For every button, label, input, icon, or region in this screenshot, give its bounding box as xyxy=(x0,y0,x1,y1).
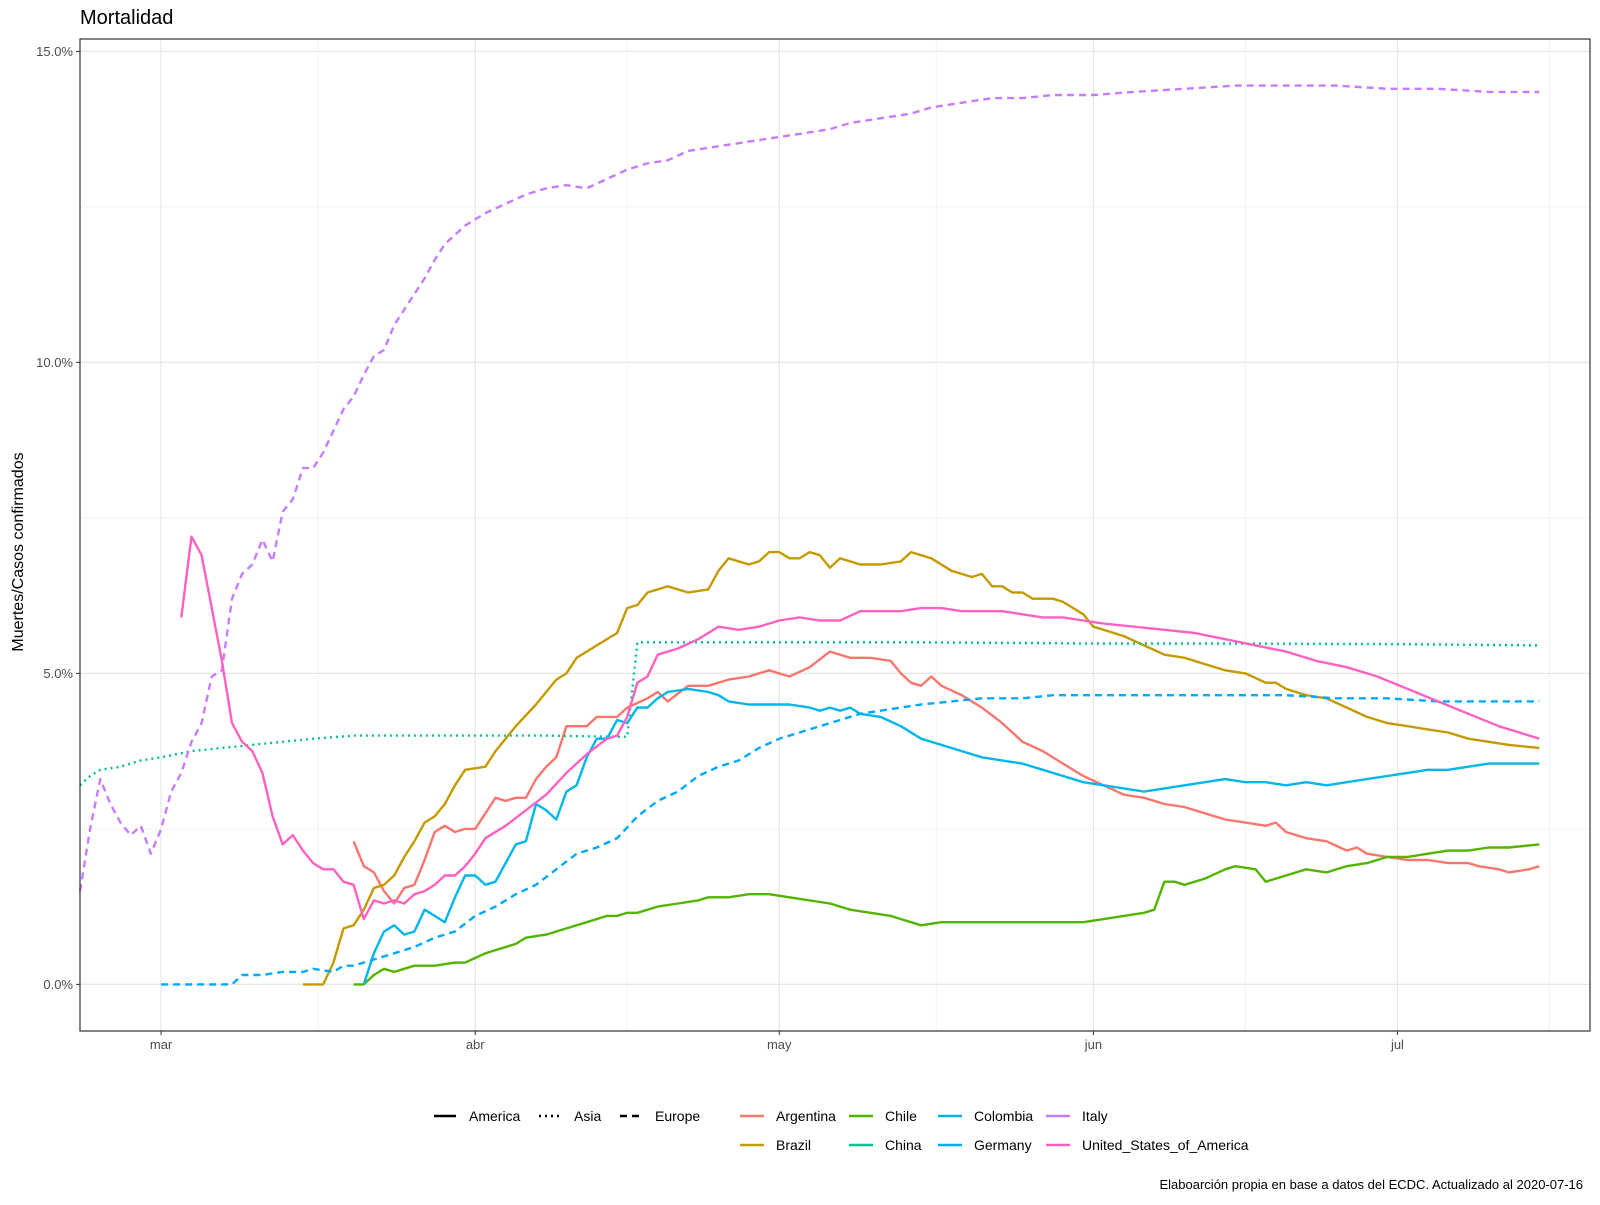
legend-series-label: China xyxy=(885,1137,922,1153)
x-tick-label: mar xyxy=(150,1037,173,1052)
x-tick-label: jun xyxy=(1084,1037,1102,1052)
legend-series-label: Chile xyxy=(885,1108,917,1124)
legend-linetype-label: America xyxy=(469,1108,521,1124)
y-tick-label: 15.0% xyxy=(36,44,73,59)
grid-layer xyxy=(80,39,1590,1031)
legend-series-label: Argentina xyxy=(776,1108,836,1124)
series-line-chile xyxy=(353,843,1540,986)
y-axis-title: Muertes/Casos confirmados xyxy=(10,452,27,651)
y-tick-label: 5.0% xyxy=(43,666,73,681)
legend-linetype-label: Asia xyxy=(574,1108,601,1124)
chart-title: Mortalidad xyxy=(80,7,173,29)
legend: America Asia Europe Argentina Brazil Chile Chi… xyxy=(434,1108,1249,1153)
legend-linetype-label: Europe xyxy=(655,1108,700,1124)
y-tick-label: 0.0% xyxy=(43,977,73,992)
series-line-brazil xyxy=(303,550,1540,986)
series-line-colombia xyxy=(362,687,1540,985)
axis-layer: 0.0% 5.0% 10.0% 15.0% mar abr may jun jul xyxy=(36,44,1404,1052)
series-line-argentina xyxy=(352,650,1540,905)
legend-series-label: Germany xyxy=(974,1137,1032,1153)
series-layer xyxy=(78,84,1540,986)
x-tick-label: abr xyxy=(466,1037,485,1052)
series-line-china xyxy=(79,641,1540,787)
x-tick-label: may xyxy=(767,1037,792,1052)
series-line-united-states-of-america xyxy=(180,535,1540,921)
y-tick-label: 10.0% xyxy=(36,355,73,370)
legend-series-label: Brazil xyxy=(776,1137,811,1153)
chart-caption: Elaboarción propia en base a datos del E… xyxy=(1160,1177,1584,1192)
series-line-italy xyxy=(78,84,1540,892)
legend-series-label: Italy xyxy=(1082,1108,1108,1124)
legend-series-label: Colombia xyxy=(974,1108,1033,1124)
plot-border xyxy=(79,38,1591,1032)
x-tick-label: jul xyxy=(1390,1037,1404,1052)
series-line-germany xyxy=(161,694,1540,986)
legend-series-label: United_States_of_America xyxy=(1082,1137,1249,1153)
